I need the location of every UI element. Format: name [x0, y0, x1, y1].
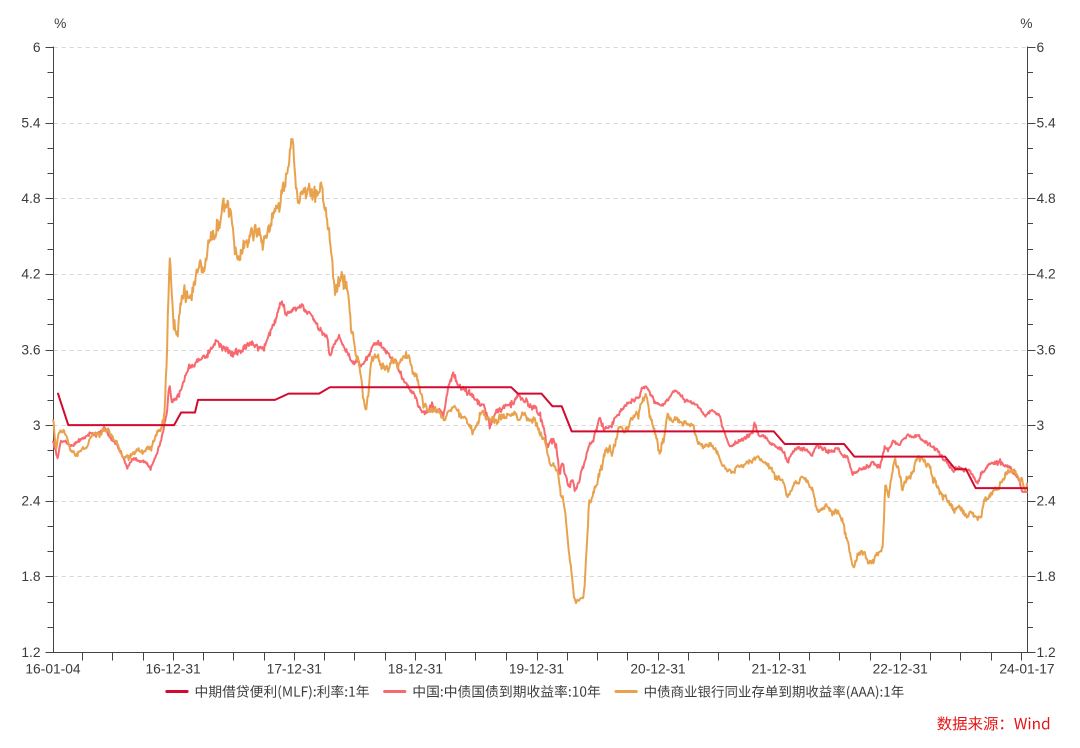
svg-text:1.8: 1.8 [1037, 569, 1057, 584]
svg-text:1.8: 1.8 [21, 569, 41, 584]
svg-text:2.4: 2.4 [1037, 494, 1057, 509]
svg-text:4.2: 4.2 [1037, 267, 1056, 282]
svg-text:3: 3 [33, 418, 41, 433]
svg-text:4.2: 4.2 [21, 267, 40, 282]
svg-text:3: 3 [1037, 418, 1045, 433]
svg-text:5.4: 5.4 [1037, 115, 1057, 130]
svg-text:19-12-31: 19-12-31 [509, 662, 564, 677]
svg-text:2.4: 2.4 [21, 494, 41, 509]
svg-text:4.8: 4.8 [1037, 191, 1057, 206]
svg-text:%: % [54, 16, 66, 31]
svg-text:1.2: 1.2 [21, 645, 40, 660]
svg-text:6: 6 [33, 40, 41, 55]
svg-text:18-12-31: 18-12-31 [388, 662, 443, 677]
svg-text:24-01-17: 24-01-17 [999, 662, 1054, 677]
svg-text:20-12-31: 20-12-31 [630, 662, 685, 677]
svg-text:5.4: 5.4 [21, 115, 41, 130]
svg-text:22-12-31: 22-12-31 [873, 662, 928, 677]
svg-text:16-01-04: 16-01-04 [25, 662, 81, 677]
svg-text:1.2: 1.2 [1037, 645, 1056, 660]
svg-text:3.6: 3.6 [1037, 342, 1057, 357]
svg-text:17-12-31: 17-12-31 [267, 662, 322, 677]
svg-text:3.6: 3.6 [21, 342, 41, 357]
svg-text:16-12-31: 16-12-31 [145, 662, 200, 677]
svg-text:4.8: 4.8 [21, 191, 41, 206]
svg-text:6: 6 [1037, 40, 1045, 55]
svg-text:%: % [1020, 16, 1032, 31]
svg-text:21-12-31: 21-12-31 [751, 662, 806, 677]
